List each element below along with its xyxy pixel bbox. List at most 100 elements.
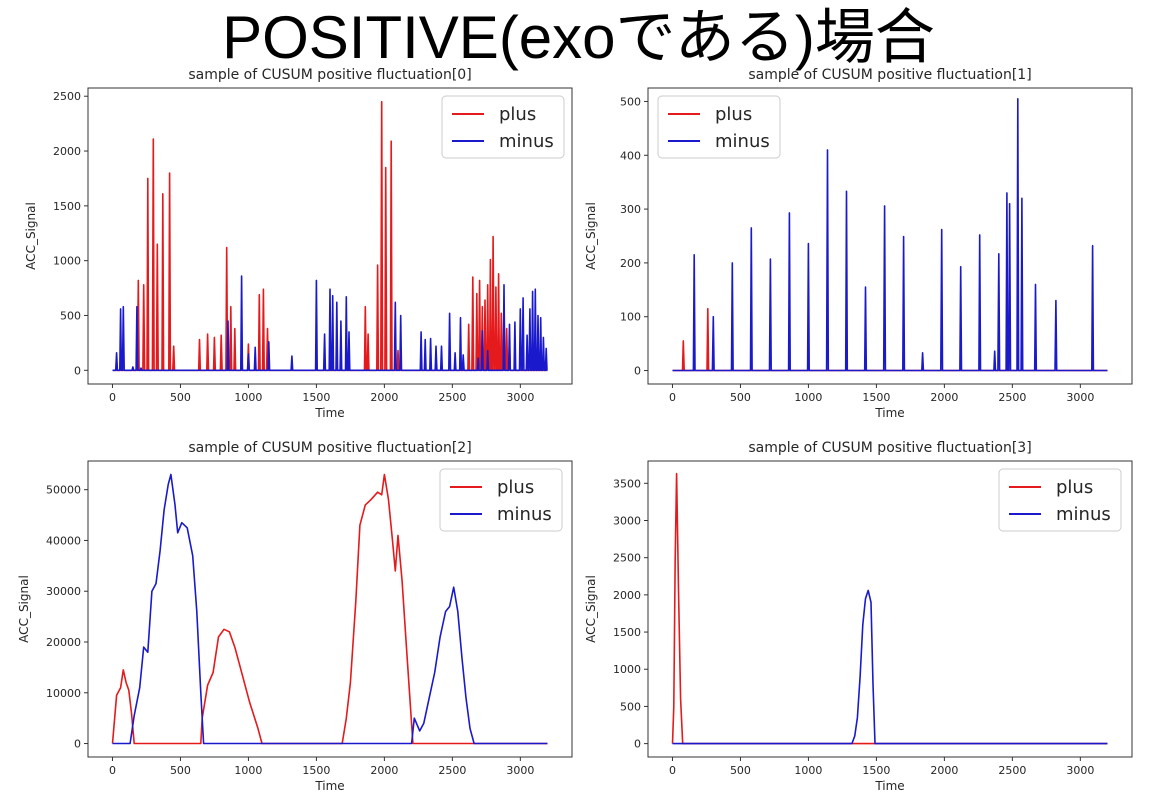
x-tick-label: 2500 — [998, 764, 1026, 777]
x-tick-label: 1500 — [302, 764, 330, 777]
x-tick-label: 2000 — [370, 764, 398, 777]
series-lines — [672, 98, 1108, 372]
series-line-minus — [112, 275, 548, 372]
legend-entry-minus: minus — [499, 131, 554, 152]
y-tick-label: 0 — [74, 738, 81, 751]
x-tick-label: 500 — [170, 391, 191, 404]
x-axis-label: Time — [314, 406, 344, 420]
chart-title: sample of CUSUM positive fluctuation[0] — [188, 67, 471, 83]
page-title: POSITIVE(exoである)場合 — [222, 4, 935, 71]
y-tick-label: 300 — [620, 203, 641, 216]
y-axis: 0 500 1000 1500 2000 2500 — [53, 90, 88, 377]
x-tick-label: 3000 — [506, 391, 534, 404]
y-tick-label: 10000 — [46, 687, 81, 700]
x-axis: 0 500 1000 1500 2000 2500 3000 — [669, 757, 1094, 777]
series-line-minus — [672, 98, 1108, 372]
y-tick-label: 0 — [634, 365, 641, 378]
plot-frame — [647, 87, 1133, 385]
x-tick-label: 1000 — [234, 764, 262, 777]
x-tick-label: 1000 — [234, 391, 262, 404]
y-axis-label: ACC_Signal — [17, 575, 31, 643]
x-tick-label: 1500 — [862, 764, 890, 777]
y-tick-label: 2000 — [613, 589, 641, 602]
y-tick-label: 2000 — [53, 145, 81, 158]
x-tick-label: 2500 — [438, 764, 466, 777]
y-tick-label: 500 — [620, 95, 641, 108]
x-tick-label: 1500 — [862, 391, 890, 404]
y-axis-label: ACC_Signal — [584, 575, 598, 643]
series-lines — [671, 472, 1108, 745]
y-tick-label: 500 — [620, 700, 641, 713]
y-axis-label: ACC_Signal — [24, 202, 38, 270]
x-tick-label: 0 — [669, 391, 676, 404]
x-axis-label: Time — [314, 779, 344, 793]
y-tick-label: 0 — [634, 738, 641, 751]
x-tick-label: 2000 — [930, 764, 958, 777]
chart-title: sample of CUSUM positive fluctuation[2] — [188, 440, 471, 456]
y-axis: 0 10000 20000 30000 40000 50000 — [46, 484, 88, 751]
plot-frame — [87, 460, 573, 758]
legend: plus minus — [441, 95, 565, 159]
x-tick-label: 1000 — [794, 764, 822, 777]
x-tick-label: 500 — [730, 764, 751, 777]
legend-box — [441, 95, 565, 159]
x-axis-label: Time — [874, 779, 904, 793]
x-tick-label: 0 — [109, 391, 116, 404]
x-tick-label: 500 — [170, 764, 191, 777]
y-tick-label: 1000 — [53, 255, 81, 268]
plot-frame — [647, 460, 1133, 758]
legend-box — [657, 95, 781, 159]
x-tick-label: 2000 — [370, 391, 398, 404]
y-tick-label: 3000 — [613, 514, 641, 527]
x-axis-label: Time — [874, 406, 904, 420]
y-tick-label: 0 — [74, 364, 81, 377]
x-axis: 0 500 1000 1500 2000 2500 3000 — [109, 384, 534, 404]
chart-panel-2: sample of CUSUM positive fluctuation[2] 0… — [17, 440, 573, 793]
chart-title: sample of CUSUM positive fluctuation[3] — [748, 440, 1031, 456]
legend-entry-plus: plus — [497, 477, 534, 498]
y-tick-label: 20000 — [46, 636, 81, 649]
x-tick-label: 3000 — [506, 764, 534, 777]
legend-entry-plus: plus — [715, 104, 752, 125]
series-line-plus — [671, 472, 1108, 745]
chart-panel-1: sample of CUSUM positive fluctuation[1] 0… — [584, 67, 1133, 420]
x-tick-label: 3000 — [1066, 391, 1094, 404]
x-tick-label: 2000 — [930, 391, 958, 404]
y-tick-label: 30000 — [46, 585, 81, 598]
y-tick-label: 40000 — [46, 534, 81, 547]
y-tick-label: 100 — [620, 311, 641, 324]
series-lines — [112, 100, 548, 372]
legend-entry-plus: plus — [1056, 477, 1093, 498]
y-tick-label: 2500 — [613, 552, 641, 565]
x-tick-label: 3000 — [1066, 764, 1094, 777]
chart-panel-0: sample of CUSUM positive fluctuation[0] 0… — [24, 67, 573, 420]
chart-title: sample of CUSUM positive fluctuation[1] — [748, 67, 1031, 83]
legend: plus minus — [998, 468, 1122, 532]
y-tick-label: 400 — [620, 149, 641, 162]
legend-box — [998, 468, 1122, 532]
y-tick-label: 50000 — [46, 484, 81, 497]
plot-frame — [87, 87, 573, 385]
x-axis: 0 500 1000 1500 2000 2500 3000 — [109, 757, 534, 777]
series-line-plus — [111, 473, 548, 745]
y-axis-label: ACC_Signal — [584, 202, 598, 270]
x-tick-label: 2500 — [998, 391, 1026, 404]
y-tick-label: 200 — [620, 257, 641, 270]
legend-entry-minus: minus — [497, 504, 552, 525]
x-tick-label: 0 — [109, 764, 116, 777]
legend-entry-plus: plus — [499, 104, 536, 125]
x-tick-label: 500 — [730, 391, 751, 404]
x-tick-label: 2500 — [438, 391, 466, 404]
y-tick-label: 1000 — [613, 663, 641, 676]
series-line-minus — [672, 589, 1108, 745]
x-axis: 0 500 1000 1500 2000 2500 3000 — [669, 384, 1094, 404]
legend-entry-minus: minus — [715, 131, 770, 152]
y-tick-label: 1500 — [53, 200, 81, 213]
series-lines — [111, 473, 548, 745]
y-tick-label: 500 — [60, 309, 81, 322]
legend: plus minus — [657, 95, 781, 159]
x-tick-label: 0 — [669, 764, 676, 777]
y-tick-label: 1500 — [613, 626, 641, 639]
y-axis: 0 100 200 300 400 500 — [620, 95, 648, 378]
